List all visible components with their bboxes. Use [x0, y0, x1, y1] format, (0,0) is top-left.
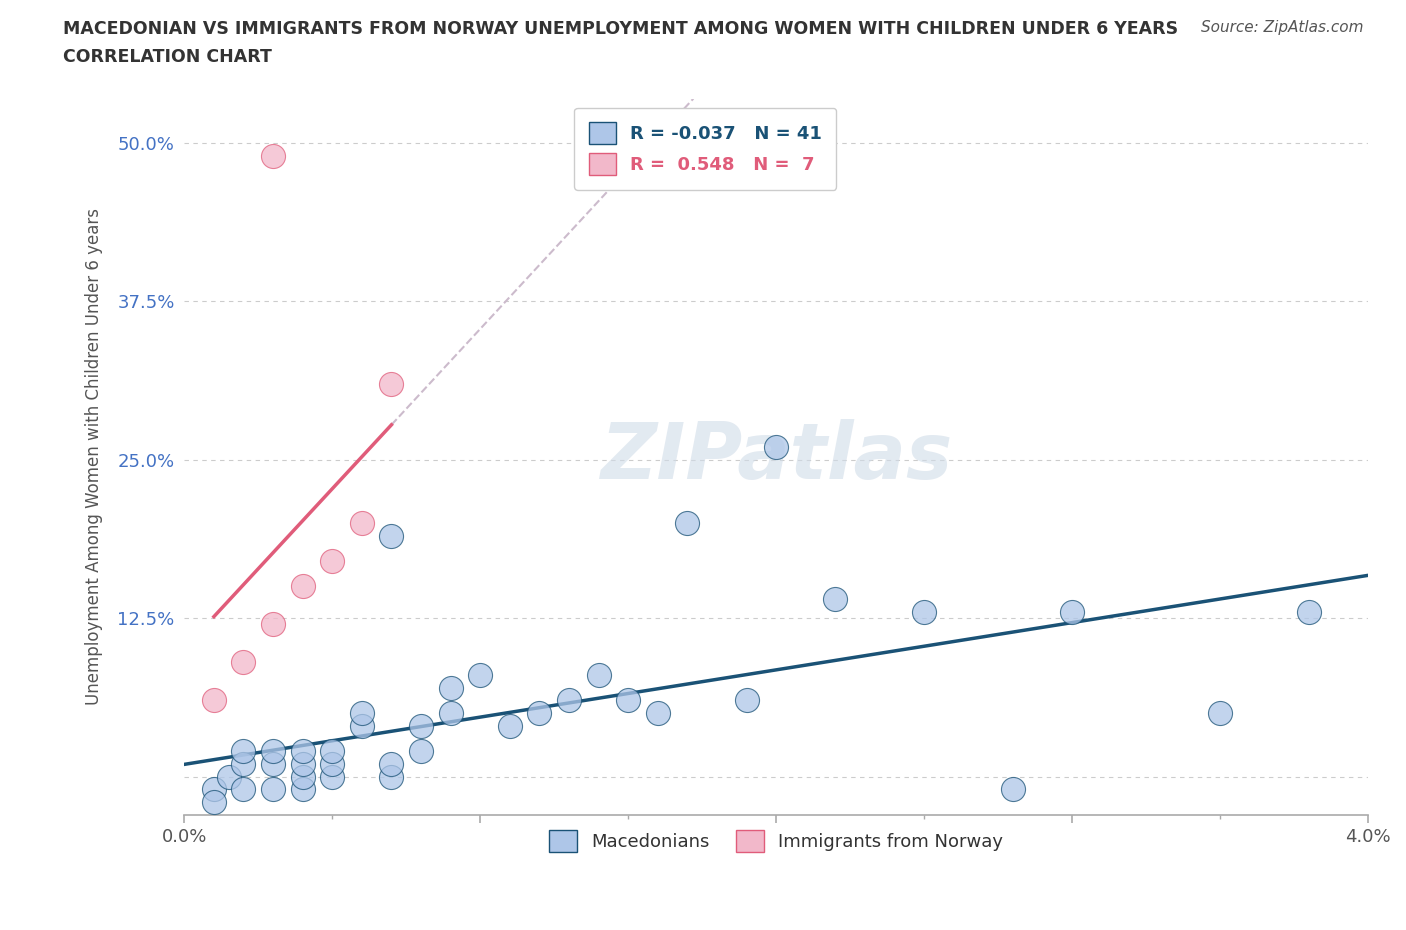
Point: [262, 617, 284, 631]
Text: MACEDONIAN VS IMMIGRANTS FROM NORWAY UNEMPLOYMENT AMONG WOMEN WITH CHILDREN UNDE: MACEDONIAN VS IMMIGRANTS FROM NORWAY UNE…: [63, 20, 1178, 38]
Point: [262, 148, 284, 163]
Point: [499, 718, 522, 733]
Point: [291, 782, 314, 797]
Text: ZIPatlas: ZIPatlas: [600, 418, 952, 495]
Text: CORRELATION CHART: CORRELATION CHART: [63, 48, 273, 66]
Point: [1001, 782, 1024, 797]
Point: [529, 706, 551, 721]
Point: [1298, 604, 1320, 619]
Point: [647, 706, 669, 721]
Point: [470, 668, 492, 683]
Point: [291, 756, 314, 771]
Point: [380, 377, 402, 392]
Point: [350, 718, 373, 733]
Point: [232, 655, 254, 670]
Point: [321, 744, 343, 759]
Point: [1209, 706, 1232, 721]
Point: [232, 744, 254, 759]
Point: [440, 681, 463, 696]
Point: [232, 756, 254, 771]
Point: [262, 782, 284, 797]
Point: [409, 744, 432, 759]
Point: [291, 744, 314, 759]
Point: [588, 668, 610, 683]
Point: [321, 553, 343, 568]
Point: [202, 693, 225, 708]
Legend: Macedonians, Immigrants from Norway: Macedonians, Immigrants from Norway: [543, 823, 1011, 859]
Point: [765, 440, 787, 455]
Point: [321, 756, 343, 771]
Point: [380, 756, 402, 771]
Point: [735, 693, 758, 708]
Point: [291, 579, 314, 594]
Point: [912, 604, 935, 619]
Point: [617, 693, 640, 708]
Point: [321, 769, 343, 784]
Point: [1062, 604, 1084, 619]
Point: [202, 794, 225, 809]
Point: [202, 782, 225, 797]
Point: [350, 515, 373, 530]
Y-axis label: Unemployment Among Women with Children Under 6 years: Unemployment Among Women with Children U…: [86, 208, 103, 705]
Point: [558, 693, 581, 708]
Point: [409, 718, 432, 733]
Point: [824, 591, 846, 606]
Point: [676, 515, 699, 530]
Point: [380, 528, 402, 543]
Point: [232, 782, 254, 797]
Point: [440, 706, 463, 721]
Point: [262, 756, 284, 771]
Text: Source: ZipAtlas.com: Source: ZipAtlas.com: [1201, 20, 1364, 35]
Point: [262, 744, 284, 759]
Point: [380, 769, 402, 784]
Point: [350, 706, 373, 721]
Point: [291, 769, 314, 784]
Point: [218, 769, 240, 784]
